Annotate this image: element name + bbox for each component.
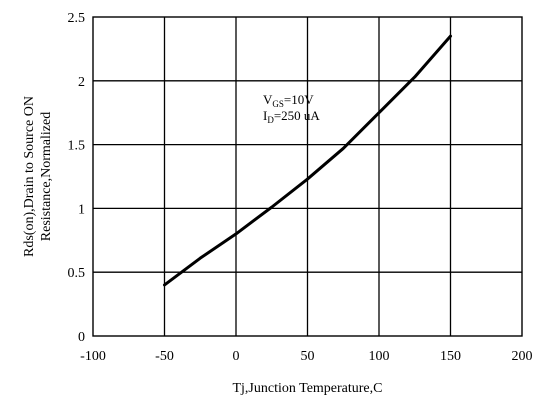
series-line (163, 34, 452, 287)
y-axis-title-line: Rds(on),Drain to Source ON (22, 96, 37, 257)
x-tick-label: 0 (233, 349, 240, 364)
grid (93, 17, 522, 336)
x-tick-label: -100 (80, 349, 106, 364)
x-tick-label: 150 (440, 349, 461, 364)
y-tick-label: 2 (78, 75, 85, 90)
y-tick-label: 1 (78, 202, 85, 217)
x-axis-title: Tj,Junction Temperature,C (232, 381, 382, 396)
x-tick-label: 50 (301, 349, 315, 364)
y-axis-title-line: Resistance,Normalized (39, 112, 54, 241)
y-tick-label: 0.5 (68, 266, 86, 281)
y-tick-label: 1.5 (68, 139, 86, 154)
tick-labels: -100 -50 0 50 100 150 200 0 0.5 1 1.5 2 2.5 (68, 11, 533, 364)
y-tick-label: 0 (78, 330, 85, 345)
series (163, 34, 452, 287)
x-tick-label: -50 (155, 349, 174, 364)
plot-frame (92, 16, 523, 337)
y-axis-title: Rds(on),Drain to Source ON Resistance,Nor… (22, 96, 54, 257)
x-tick-label: 200 (512, 349, 533, 364)
annotation-text: VGS=10V (263, 92, 314, 109)
y-tick-label: 2.5 (68, 11, 86, 26)
x-tick-label: 100 (369, 349, 390, 364)
annotation-text: ID=250 uA (263, 108, 320, 125)
